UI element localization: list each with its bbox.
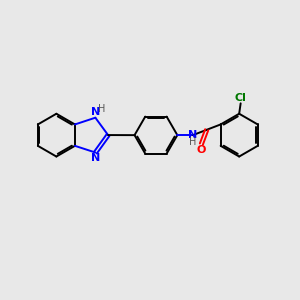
Text: N: N: [91, 153, 100, 163]
Text: N: N: [188, 130, 198, 140]
Text: O: O: [196, 145, 206, 155]
Text: H: H: [189, 137, 196, 147]
Text: N: N: [91, 107, 100, 117]
Text: Cl: Cl: [235, 93, 247, 103]
Text: H: H: [98, 104, 106, 114]
